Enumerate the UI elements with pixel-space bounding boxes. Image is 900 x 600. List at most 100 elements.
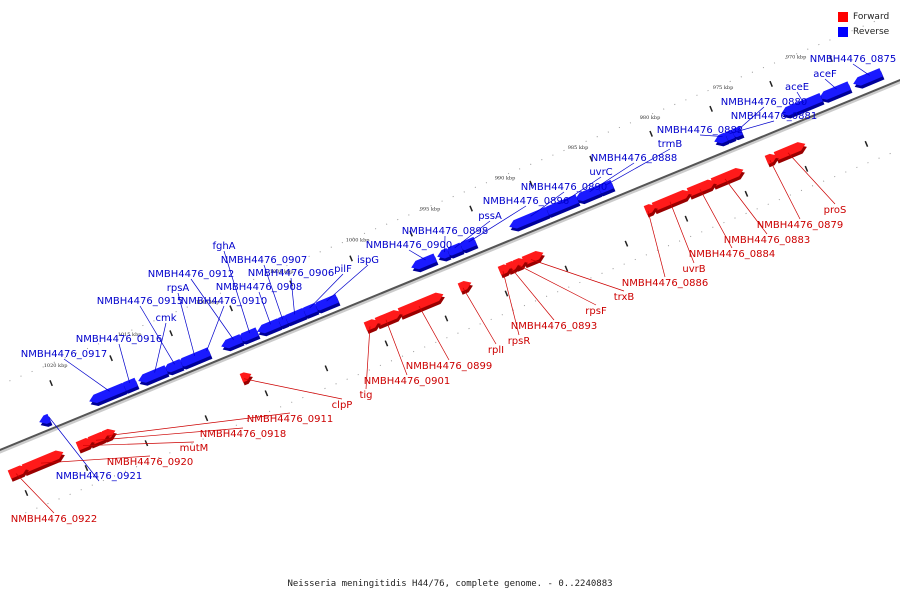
- forward-gene: [87, 431, 109, 446]
- forward-leader: [418, 305, 450, 361]
- tick-bottom: [564, 265, 569, 272]
- legend-forward: Forward: [838, 9, 889, 24]
- reverse-gene-label: trmB: [658, 139, 683, 150]
- reverse-gene: [221, 334, 243, 349]
- reverse-leader: [454, 220, 491, 249]
- legend-reverse: Reverse: [838, 24, 889, 39]
- reverse-leader: [729, 120, 775, 134]
- reverse-gene-label: NMBH4476_0881: [731, 111, 817, 122]
- reverse-gene-label: aceE: [785, 82, 809, 93]
- reverse-gene: [138, 365, 168, 383]
- legend: Forward Reverse: [838, 9, 889, 39]
- tick-bottom: [144, 440, 149, 447]
- reverse-gene: [437, 248, 450, 259]
- reverse-leader: [408, 249, 426, 261]
- forward-gene-label: mutM: [180, 443, 209, 454]
- forward-gene: [764, 153, 778, 165]
- forward-gene: [397, 292, 444, 317]
- reverse-gene-label: NMBH4476_0907: [221, 255, 307, 266]
- tick-top: [529, 180, 533, 187]
- forward-gene: [643, 204, 657, 215]
- forward-gene: [686, 179, 716, 197]
- kbp-label: 1015 kbp: [118, 332, 142, 338]
- kbp-label: 1005 kbp: [270, 269, 294, 275]
- backbone: [0, 78, 900, 452]
- forward-gene-label: trxB: [614, 292, 635, 303]
- forward-leader: [699, 189, 733, 249]
- reverse-leader: [139, 305, 175, 365]
- forward-leader: [385, 319, 408, 376]
- tick-top: [469, 205, 473, 212]
- forward-gene: [363, 319, 380, 331]
- tick-bottom: [84, 465, 89, 472]
- reverse-leader: [290, 277, 295, 315]
- tick-top: [709, 105, 713, 112]
- forward-leader: [769, 160, 801, 220]
- tick-bottom: [864, 140, 869, 147]
- reverse-leader: [154, 322, 167, 373]
- reverse-leader: [589, 162, 635, 193]
- reverse-gene-label: NMBH4476_0916: [76, 334, 162, 345]
- reverse-leader: [258, 291, 271, 325]
- forward-gene-label: NMBH4476_0920: [107, 457, 193, 468]
- reverse-leader: [468, 205, 527, 243]
- kbp-label: 980 kbp: [640, 115, 661, 121]
- tick-bottom: [744, 190, 749, 197]
- reverse-gene-label: fghA: [212, 241, 235, 252]
- kbp-label: 970 kbp: [786, 55, 807, 61]
- forward-gene-label: NMBH4476_0883: [724, 235, 810, 246]
- tick-bottom: [204, 415, 209, 422]
- reverse-leader: [190, 278, 234, 340]
- reverse-gene-label: NMBH4476_0910: [181, 296, 267, 307]
- forward-gene: [7, 465, 28, 479]
- forward-gene-label: proS: [824, 205, 847, 216]
- reverse-leader: [118, 343, 130, 384]
- reverse-leader: [223, 250, 250, 334]
- forward-gene-label: NMBH4476_0911: [247, 414, 333, 425]
- reverse-gene: [781, 93, 823, 116]
- forward-swatch: [838, 11, 848, 22]
- tick-bottom: [684, 215, 689, 222]
- forward-gene-label: tig: [359, 390, 372, 401]
- reverse-gene: [237, 327, 259, 342]
- reverse-gene: [819, 81, 851, 100]
- kbp-label: 975 kbp: [713, 85, 734, 91]
- tick-top: [169, 330, 173, 337]
- reverse-gene-label: NMBH4476_0880: [721, 97, 807, 108]
- forward-leader: [530, 259, 625, 292]
- reverse-gene: [542, 194, 579, 215]
- reverse-gene-label: ispG: [357, 255, 379, 266]
- reverse-leader: [309, 273, 344, 309]
- tick-bottom: [24, 489, 29, 497]
- forward-gene-label: uvrB: [682, 264, 705, 275]
- forward-gene: [521, 251, 544, 266]
- reverse-swatch: [838, 26, 848, 37]
- kbp-label: 995 kbp: [420, 207, 441, 213]
- forward-leader: [517, 264, 597, 306]
- forward-gene: [239, 372, 252, 383]
- forward-leader: [365, 326, 371, 390]
- forward-gene: [75, 438, 94, 451]
- forward-gene-label: rplI: [488, 345, 504, 356]
- forward-leader: [106, 412, 291, 437]
- reverse-gene-label: NMBH4476_0908: [216, 282, 302, 293]
- tick-top: [109, 355, 113, 362]
- reverse-gene: [39, 413, 51, 424]
- tick-bottom: [324, 365, 329, 372]
- forward-gene: [773, 142, 806, 161]
- kbp-label: 1020 kbp: [44, 363, 68, 369]
- forward-leader: [462, 287, 497, 345]
- reverse-gene-label: NMBH4476_0915: [97, 296, 183, 307]
- reverse-leader: [530, 191, 565, 217]
- reverse-leader: [48, 416, 100, 482]
- reverse-gene-label: cmk: [155, 313, 176, 324]
- forward-gene-label: NMBH4476_0918: [200, 429, 286, 440]
- forward-gene-label: NMBH4476_0899: [406, 361, 492, 372]
- reverse-leader: [326, 264, 369, 302]
- kbp-label: 985 kbp: [568, 145, 589, 151]
- forward-gene: [710, 167, 744, 187]
- reverse-gene-label: pssA: [478, 211, 502, 222]
- reverse-gene: [853, 68, 883, 86]
- forward-gene-label: NMBH4476_0884: [689, 249, 775, 260]
- reverse-leader: [561, 176, 602, 204]
